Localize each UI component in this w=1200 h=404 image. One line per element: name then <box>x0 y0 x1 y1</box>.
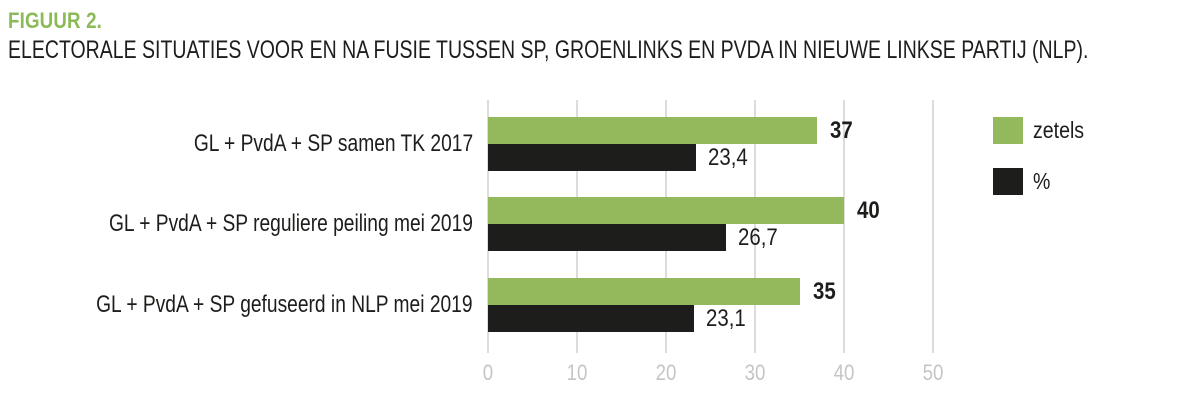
bar-zetels-row2 <box>488 197 844 224</box>
value-label-percent-row2: 26,7 <box>738 223 778 251</box>
value-label-percent-row3: 23,1 <box>706 304 746 332</box>
legend-label-percent: % <box>1033 168 1051 194</box>
legend-label-zetels: zetels <box>1033 117 1085 143</box>
gridline-30 <box>754 100 756 353</box>
value-label-zetels-row2: 40 <box>857 196 880 224</box>
value-label-percent-row1: 23,4 <box>708 143 748 171</box>
x-tick-label-50: 50 <box>922 360 944 385</box>
x-tick-label-20: 20 <box>655 360 677 385</box>
bar-zetels-row3 <box>488 278 800 305</box>
gridline-50 <box>932 100 934 353</box>
x-tick-label-40: 40 <box>833 360 855 385</box>
legend-swatch-zetels <box>993 117 1023 144</box>
figure-title: FIGUUR 2. <box>8 8 103 33</box>
category-label-row3: GL + PvdA + SP gefuseerd in NLP mei 2019 <box>96 291 473 318</box>
x-tick-label-10: 10 <box>566 360 588 385</box>
figure-subtitle: ELECTORALE SITUATIES VOOR EN NA FUSIE TU… <box>8 36 1089 64</box>
bar-percent-row2 <box>488 224 726 251</box>
category-label-row2: GL + PvdA + SP reguliere peiling mei 201… <box>109 210 473 237</box>
bar-percent-row1 <box>488 144 696 171</box>
value-label-zetels-row3: 35 <box>813 277 836 305</box>
bar-percent-row3 <box>488 305 694 332</box>
value-label-zetels-row1: 37 <box>830 116 853 144</box>
x-tick-label-30: 30 <box>744 360 766 385</box>
bar-zetels-row1 <box>488 117 817 144</box>
x-tick-label-0: 0 <box>482 360 494 385</box>
gridline-40 <box>843 100 845 353</box>
category-label-row1: GL + PvdA + SP samen TK 2017 <box>193 130 473 157</box>
legend-swatch-percent <box>993 168 1023 195</box>
